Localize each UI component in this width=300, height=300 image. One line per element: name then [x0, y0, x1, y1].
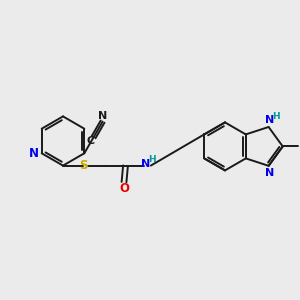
Text: S: S — [79, 159, 88, 172]
Text: O: O — [119, 182, 129, 195]
Text: N: N — [98, 111, 107, 121]
Text: N: N — [265, 116, 274, 125]
Text: N: N — [141, 159, 151, 169]
Text: H: H — [148, 154, 155, 164]
Text: C: C — [86, 136, 95, 146]
Text: N: N — [265, 168, 274, 178]
Text: H: H — [272, 112, 280, 121]
Text: N: N — [29, 147, 39, 160]
